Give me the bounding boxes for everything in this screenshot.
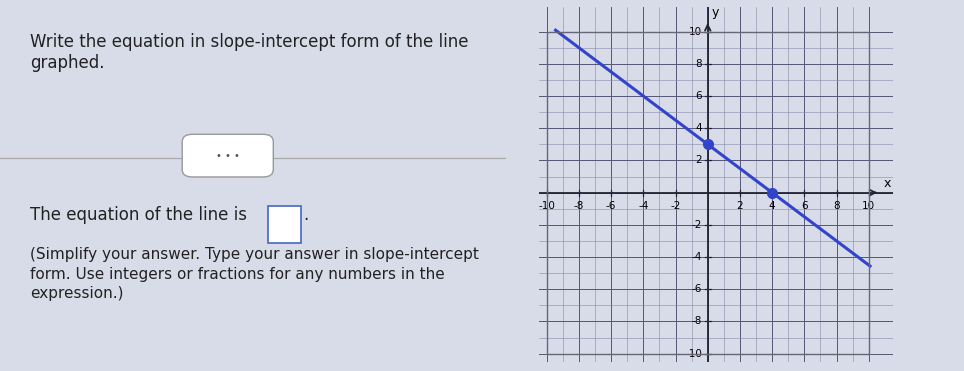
Text: -6: -6	[606, 201, 616, 211]
Text: -10: -10	[538, 201, 555, 211]
FancyBboxPatch shape	[268, 206, 301, 243]
Text: Write the equation in slope-intercept form of the line
graphed.: Write the equation in slope-intercept fo…	[31, 33, 469, 72]
Text: -4: -4	[692, 252, 702, 262]
Text: 2: 2	[695, 155, 702, 165]
Text: 10: 10	[862, 201, 875, 211]
Text: 6: 6	[695, 91, 702, 101]
Text: 2: 2	[736, 201, 743, 211]
Text: 10: 10	[689, 27, 702, 37]
Text: .: .	[304, 206, 308, 224]
Text: -6: -6	[692, 284, 702, 294]
Text: 8: 8	[833, 201, 840, 211]
Text: -2: -2	[692, 220, 702, 230]
Text: 8: 8	[695, 59, 702, 69]
Text: 6: 6	[801, 201, 808, 211]
Text: -4: -4	[638, 201, 649, 211]
Text: The equation of the line is: The equation of the line is	[31, 206, 253, 224]
Text: -2: -2	[670, 201, 681, 211]
Text: -10: -10	[685, 349, 702, 359]
Text: -8: -8	[574, 201, 584, 211]
Text: (Simplify your answer. Type your answer in slope-intercept
form. Use integers or: (Simplify your answer. Type your answer …	[31, 247, 479, 301]
Text: 4: 4	[695, 123, 702, 133]
Text: y: y	[711, 7, 719, 20]
FancyBboxPatch shape	[182, 134, 274, 177]
Text: -8: -8	[692, 316, 702, 326]
Text: 4: 4	[769, 201, 775, 211]
Text: • • •: • • •	[216, 151, 240, 161]
Text: x: x	[883, 177, 891, 190]
